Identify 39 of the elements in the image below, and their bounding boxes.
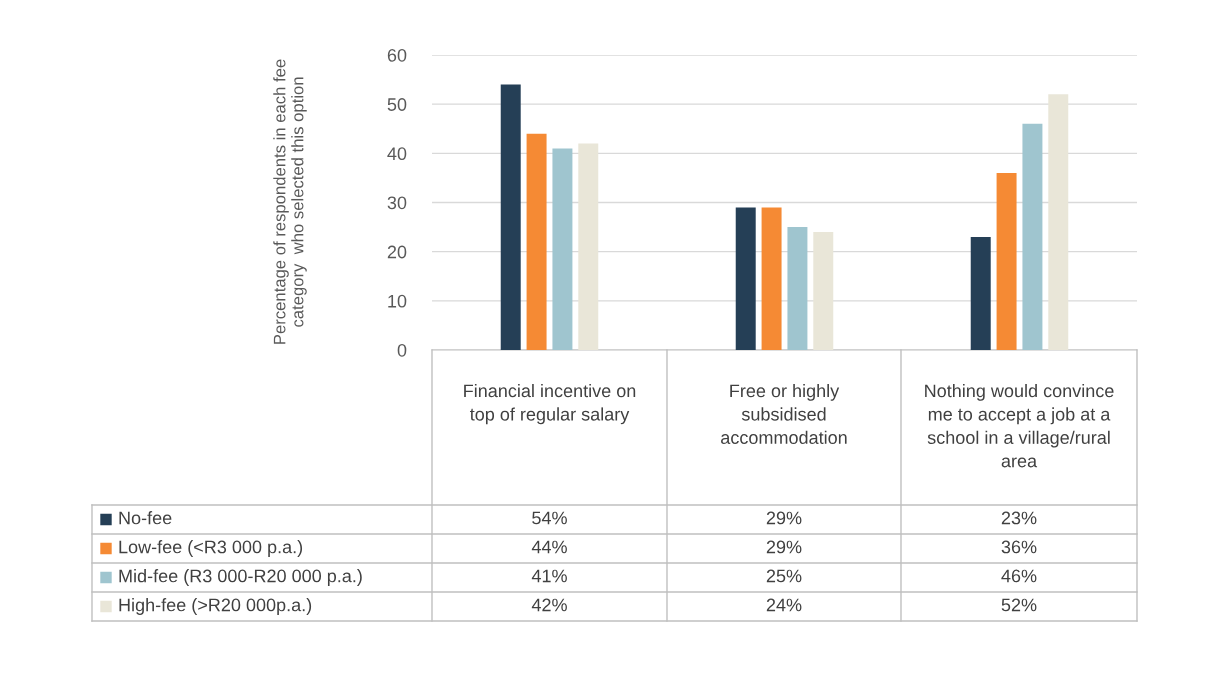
bar [761, 207, 782, 350]
data-label: 46% [1001, 569, 1037, 583]
y-tick-label: 60 [387, 48, 407, 62]
bar [970, 236, 991, 350]
legend-label: Low-fee (<R3 000 p.a.) [119, 540, 303, 557]
data-label: 29% [766, 511, 802, 525]
bar [1048, 94, 1069, 350]
bar [735, 207, 756, 350]
y-tick-label: 40 [387, 147, 407, 161]
x-tick-label: Financial incentive on top of regular salary [464, 384, 636, 425]
y-tick-label: 30 [387, 196, 407, 210]
data-label: 54% [532, 511, 567, 525]
bar [1022, 123, 1043, 350]
y-tick-label: 20 [387, 245, 407, 259]
bar [526, 133, 547, 350]
data-label: 23% [1001, 511, 1037, 525]
legend-label: High-fee (>R20 000p.a.) [119, 598, 312, 615]
x-tick-label: Free or highly subsidised accommodation [721, 384, 847, 445]
data-label: 36% [1001, 540, 1037, 554]
legend-label: No-fee [119, 511, 172, 525]
bar [578, 143, 599, 350]
bar [813, 232, 834, 350]
data-label: 24% [766, 598, 802, 612]
legend-label: Mid-fee (R3 000-R20 000 p.a.) [119, 569, 362, 586]
data-label: 29% [766, 540, 802, 554]
bar [552, 148, 573, 350]
bar [500, 84, 521, 350]
bar [787, 227, 808, 350]
x-tick-label: Nothing would convince me to accept a job at a school in a village/rural area [925, 384, 1114, 468]
data-label: 25% [766, 569, 802, 583]
data-label: 42% [531, 598, 567, 612]
bar [996, 173, 1017, 350]
data-label: 41% [531, 569, 567, 583]
data-label: 44% [531, 540, 567, 554]
y-tick-label: 0 [397, 343, 407, 357]
y-axis-title: Percentage of respondents in each fee category who selected this option [273, 59, 307, 344]
data-label: 52% [1001, 598, 1037, 612]
y-tick-label: 10 [388, 294, 407, 308]
y-tick-label: 50 [387, 98, 407, 111]
